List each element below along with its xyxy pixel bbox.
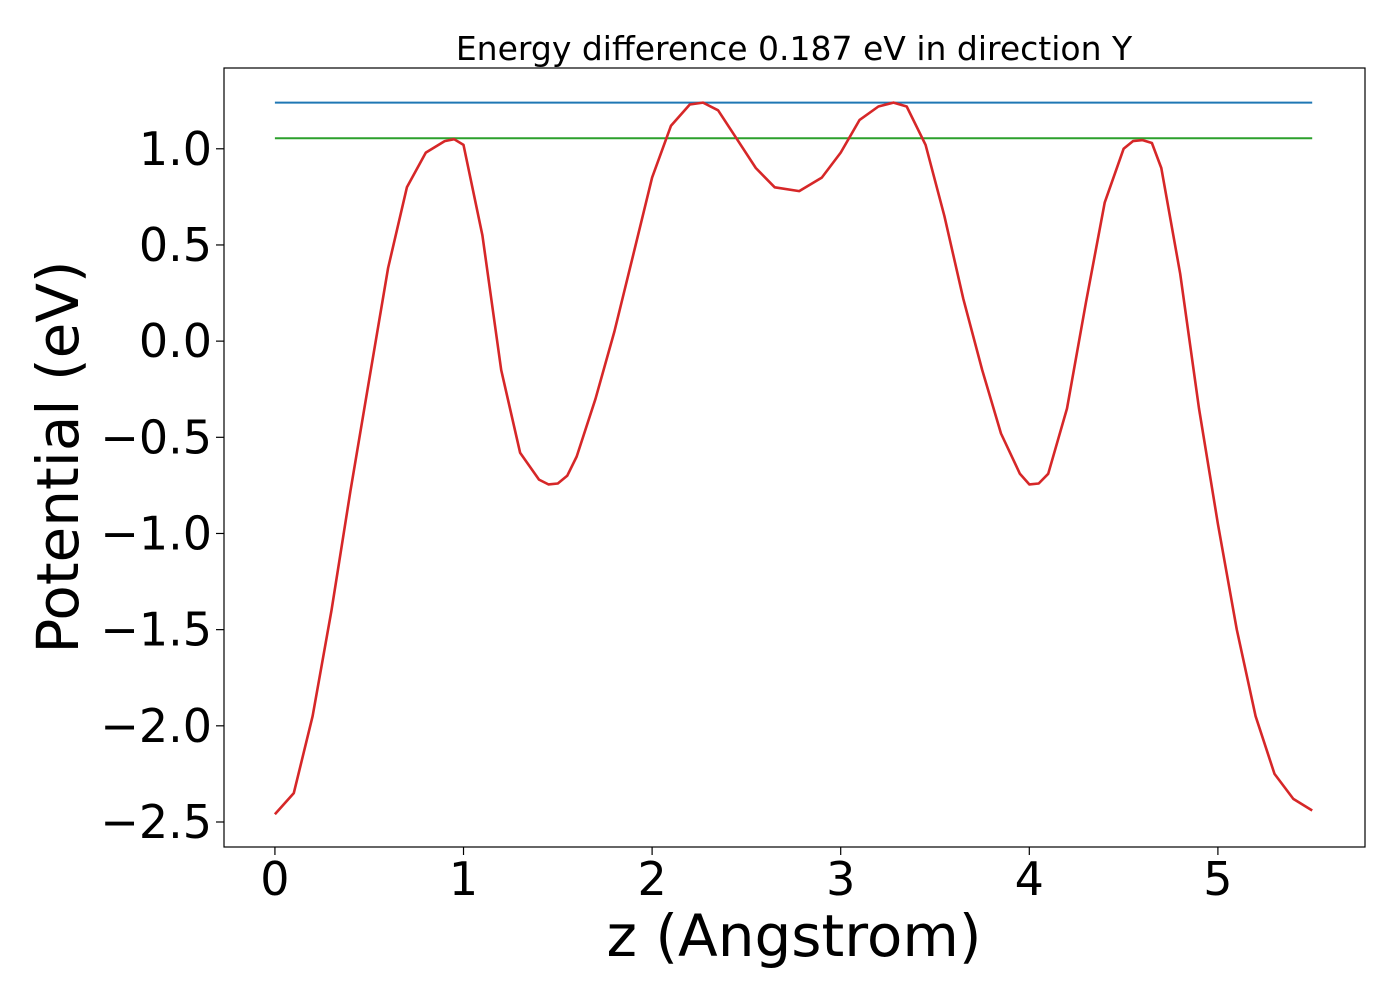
x-tick-label: 1 bbox=[449, 852, 478, 906]
y-tick-label: −0.5 bbox=[100, 410, 212, 464]
y-axis: 1.0 0.5 0.0 −0.5 −1.0 −1.5 −2.0 −2.5 bbox=[100, 122, 224, 849]
plot-frame bbox=[223, 67, 1366, 848]
y-tick-label: 0.5 bbox=[139, 218, 212, 272]
x-axis: 0 1 2 3 4 5 bbox=[260, 847, 1233, 906]
y-axis-title: Potential (eV) bbox=[24, 260, 92, 653]
x-tick-label: 0 bbox=[260, 852, 289, 906]
y-tick-label: −2.0 bbox=[100, 699, 212, 753]
y-tick-label: −1.0 bbox=[100, 506, 212, 560]
y-tick-label: −2.5 bbox=[100, 795, 212, 849]
series-line-3 bbox=[273, 101, 1313, 816]
x-axis-title: z (Angstrom) bbox=[607, 902, 982, 970]
x-tick-label: 4 bbox=[1015, 852, 1044, 906]
y-tick-label: 0.0 bbox=[139, 314, 212, 368]
y-tick-label: −1.5 bbox=[100, 603, 212, 657]
x-tick-label: 5 bbox=[1203, 852, 1232, 906]
x-tick-label: 3 bbox=[826, 852, 855, 906]
y-tick-label: 1.0 bbox=[139, 122, 212, 176]
x-tick-label: 2 bbox=[637, 852, 666, 906]
plot-area bbox=[224, 68, 1365, 847]
chart-title: Energy difference 0.187 eV in direction … bbox=[456, 29, 1133, 68]
series-layer bbox=[273, 101, 1313, 816]
